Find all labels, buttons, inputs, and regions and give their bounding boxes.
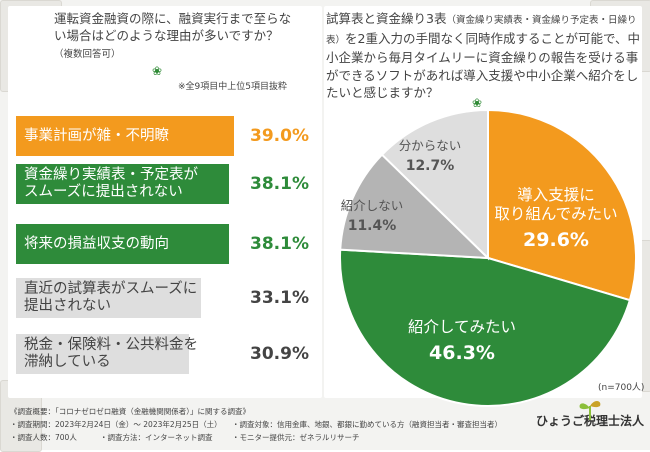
- pie-slice: [339, 153, 491, 260]
- pie-value-label: 12.7%: [406, 158, 455, 174]
- bar-value-label: 30.9%: [250, 344, 309, 364]
- survey-overview: 《調査概要：「コロナゼロゼロ融資（金融機関関係者）」に関する調査》: [10, 407, 250, 416]
- leaf-icon: ❀: [472, 96, 483, 110]
- bar-3: 将来の損益収支の動向: [16, 224, 229, 264]
- bar-value-label: 38.1%: [250, 174, 309, 194]
- bar-label: 税金・保険料・公共料金を 滞納している: [24, 337, 198, 370]
- bar-label: 事業計画が雑・不明瞭: [24, 127, 169, 144]
- pie-slice: [380, 108, 489, 261]
- survey-method: ・調査方法：インターネット調査: [100, 433, 213, 442]
- pie-slice: [339, 248, 632, 407]
- bar-4: 直近の試算表がスムーズに 提出されない: [16, 278, 201, 318]
- left-question: 運転資金融資の際に、融資実行まで至らない場合はどのような理由が多いですか？（複数…: [54, 11, 292, 60]
- pie-value-label: 29.6%: [523, 229, 589, 251]
- company-name: ひょうご税理士法人: [535, 414, 644, 428]
- bar-2: 資金繰り実績表・予定表が スムーズに提出されない: [16, 164, 229, 204]
- bar-value-label: 33.1%: [250, 288, 309, 308]
- bar-label: 資金繰り実績表・予定表が スムーズに提出されない: [24, 167, 198, 200]
- pie-value-label: 11.4%: [348, 218, 397, 234]
- right-question: 試算表と資金繰り3表（資金繰り実績表・資金繰り予定表・日繰り表）を2重入力の手間…: [326, 11, 640, 100]
- sample-size-note: (n=700人): [598, 383, 645, 393]
- left-question-note: （複数回答可）: [54, 49, 121, 60]
- leaf-icon: ❀: [152, 64, 163, 78]
- bar-5: 税金・保険料・公共料金を 滞納している: [16, 334, 198, 374]
- pie-slice-label: 紹介してみたい: [408, 318, 516, 336]
- bar-label: 将来の損益収支の動向: [24, 235, 169, 252]
- pie-value-label: 46.3%: [429, 342, 495, 364]
- survey-provider: ・モニター提供元：ゼネラルリサーチ: [232, 433, 360, 442]
- pie-slice-label: 導入支援に: [517, 186, 595, 204]
- bar-label: 直近の試算表がスムーズに 提出されない: [24, 281, 198, 314]
- pie-slice-label: 取り組んでみたい: [494, 205, 617, 223]
- sprout-icon: [579, 401, 601, 420]
- survey-people: ・調査人数：700人: [10, 433, 77, 442]
- survey-target: ・調査対象：信用金庫、地銀、都銀に勤めている方（融資担当者・審査担当者）: [232, 420, 502, 429]
- pie-slice-label: 紹介しない: [341, 198, 404, 213]
- right-question-paren: （資金繰り実績表・資金繰り予定表・日繰り表）: [326, 15, 637, 46]
- subset-note: ※全9項目中上位5項目抜粋: [178, 82, 287, 92]
- bar-1: 事業計画が雑・不明瞭: [16, 116, 234, 156]
- company-logo: ひょうご税理士法人: [535, 398, 645, 429]
- bar-value-label: 38.1%: [250, 234, 309, 254]
- pie-slice: [487, 108, 637, 302]
- bar-value-label: 39.0%: [250, 126, 309, 146]
- pie-slice-label: 分からない: [399, 138, 462, 153]
- survey-period: ・調査期間：2023年2月24日（金）～ 2023年2月25日（土）: [10, 420, 222, 429]
